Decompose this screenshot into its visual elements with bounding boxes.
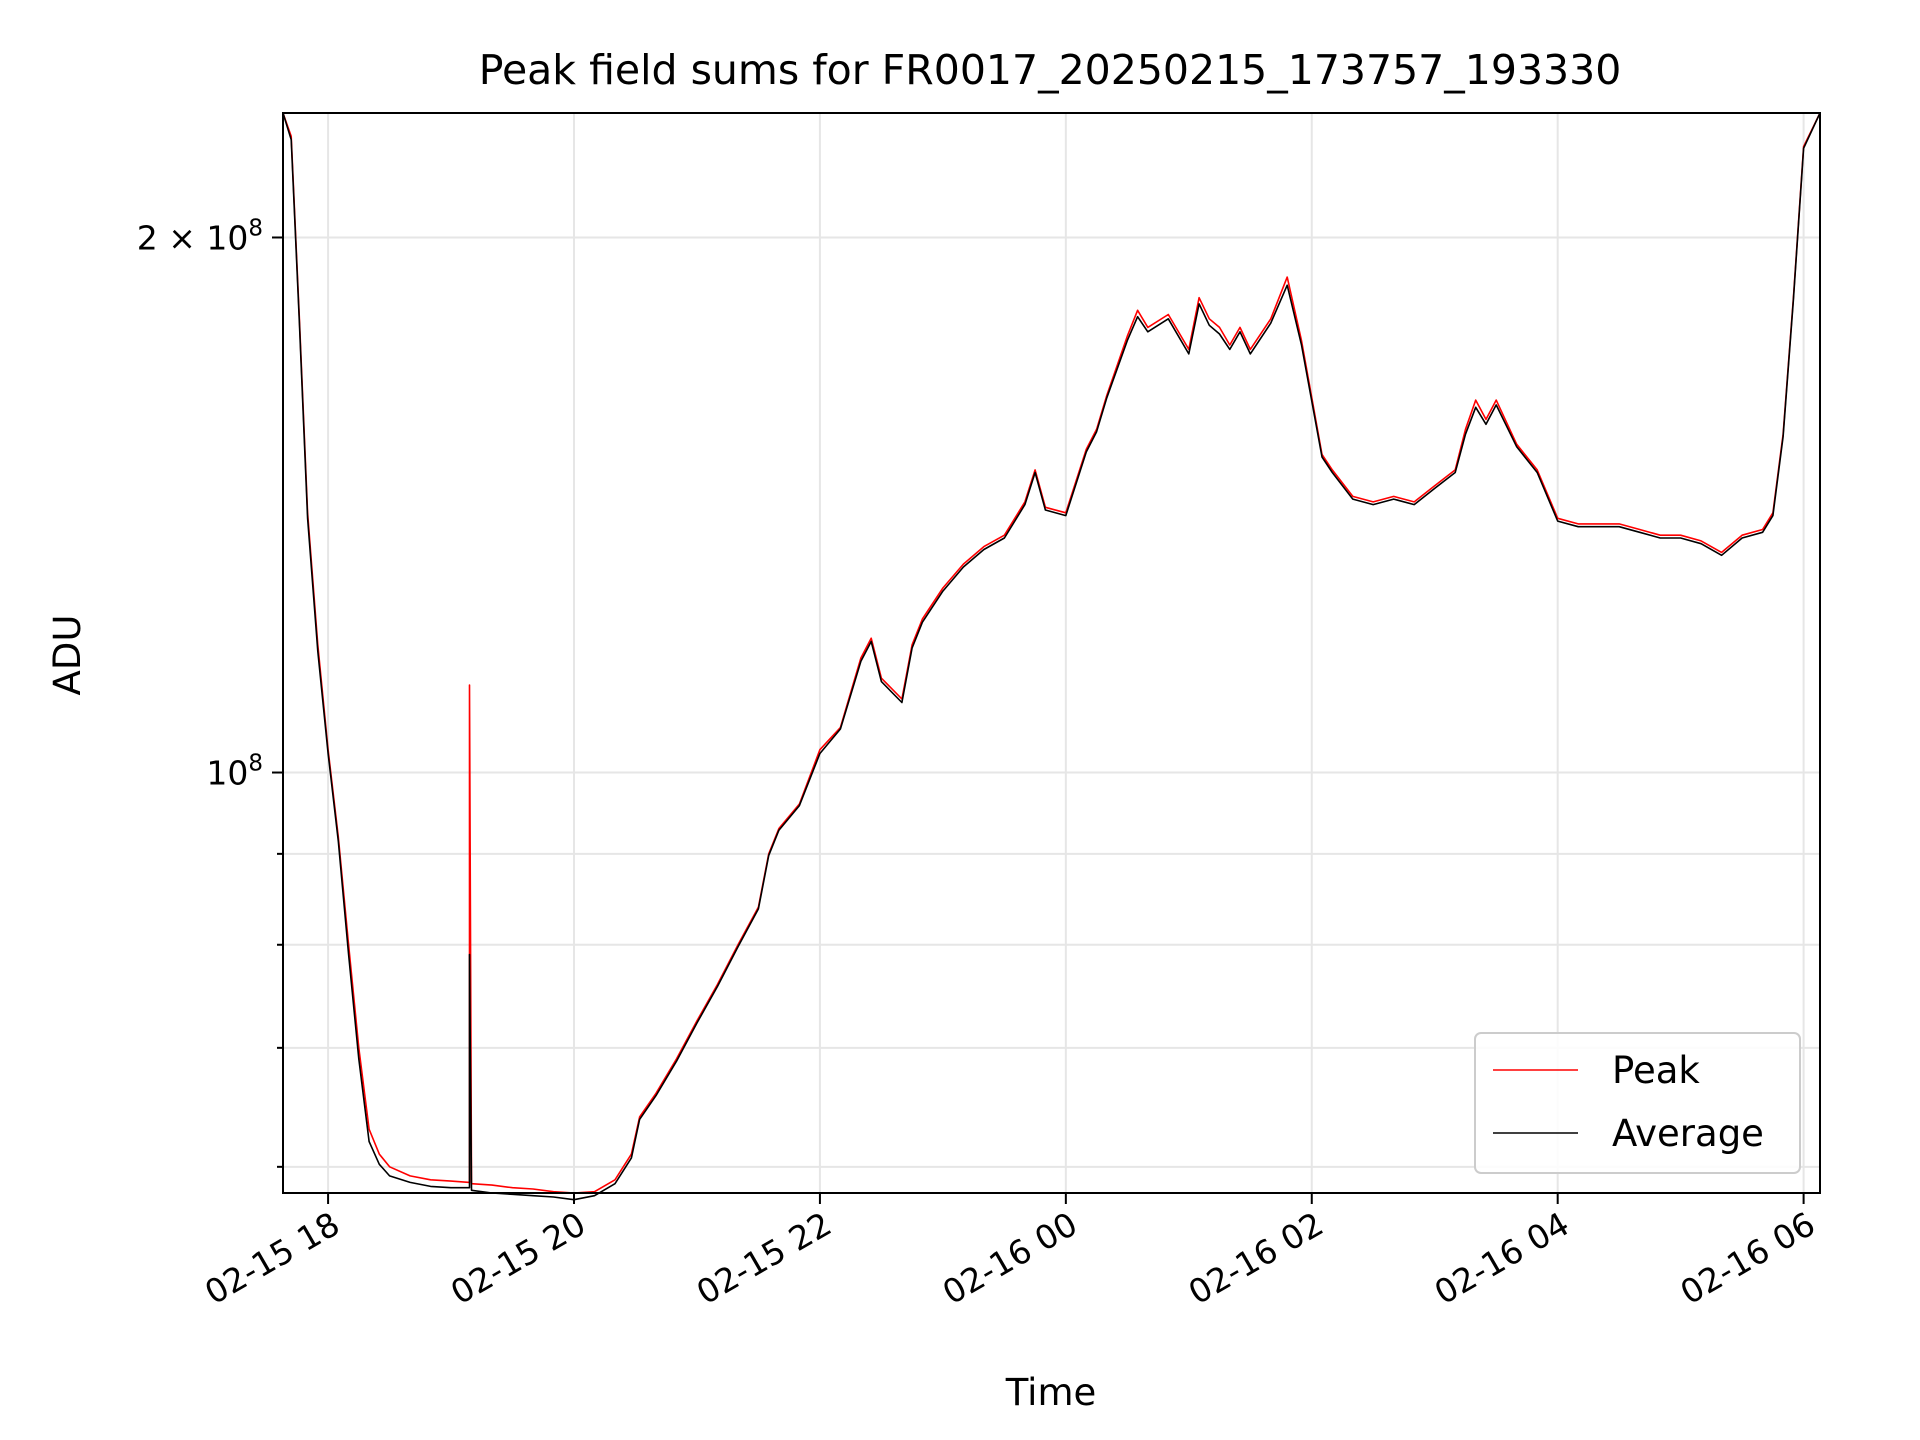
chart-title: Peak field sums for FR0017_20250215_1737… xyxy=(479,46,1622,94)
legend-box xyxy=(1474,1032,1801,1174)
x-axis-label: Time xyxy=(1005,1371,1097,1414)
legend: Peak Average xyxy=(1474,1032,1801,1174)
legend-label-average: Average xyxy=(1612,1112,1764,1155)
y-axis-label: ADU xyxy=(46,615,89,696)
y-tick-label-base: 2 × 10 xyxy=(137,218,249,257)
series-line-peak xyxy=(282,112,1821,1194)
series-line-average xyxy=(282,112,1821,1201)
y-tick-label: 108 xyxy=(206,751,263,793)
y-tick-label-exponent: 8 xyxy=(248,751,263,777)
y-tick-label: 2 × 108 xyxy=(137,215,263,257)
y-tick-label-exponent: 8 xyxy=(248,215,263,241)
grid-lines xyxy=(283,113,1820,1193)
y-tick-label-base: 10 xyxy=(206,754,248,793)
series-lines xyxy=(282,112,1821,1201)
plot-area-frame xyxy=(282,112,1821,1194)
legend-label-peak: Peak xyxy=(1612,1049,1700,1092)
